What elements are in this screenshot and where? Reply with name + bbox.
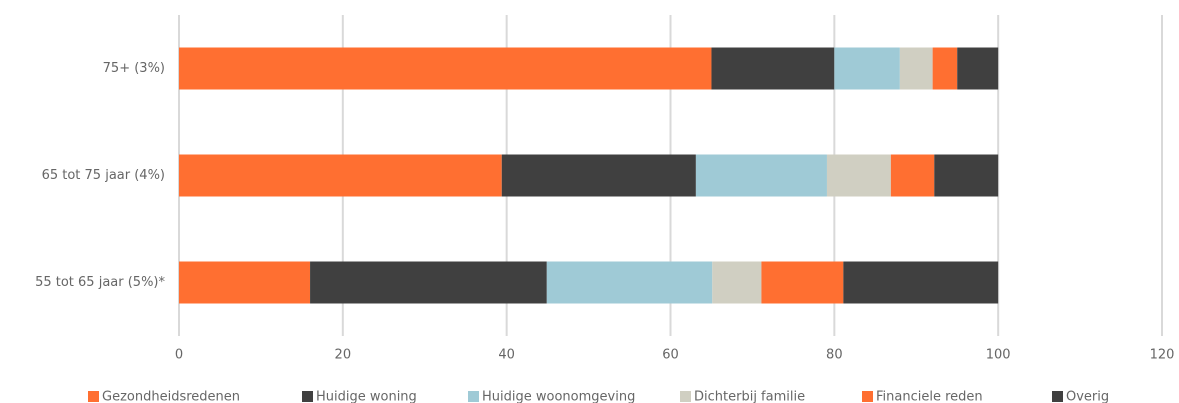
bar-segment [826,154,891,197]
legend-swatch [88,391,99,402]
bar-segment [179,154,502,197]
bar-segment [934,154,999,197]
legend-label: Gezondheidsredenen [102,390,240,403]
bar-segment [310,261,547,304]
bar-segment [179,47,712,90]
legend-label: Dichterbij familie [694,390,805,403]
y-tick-label: 65 tot 75 jaar (4%) [42,168,165,183]
legend-swatch [302,391,313,402]
bar-segment [695,154,827,197]
legend-label: Huidige woning [316,390,417,403]
x-tick-label: 120 [1150,348,1175,363]
x-tick-label: 40 [498,348,515,363]
bar-segment [834,47,900,90]
bar-segment [546,261,713,304]
x-tick-label: 80 [826,348,843,363]
bar-segment [957,47,999,90]
bar-segment [932,47,958,90]
legend-swatch [1052,391,1063,402]
x-tick-label: 20 [335,348,352,363]
bar-segment [761,261,844,304]
x-tick-label: 0 [175,348,183,363]
legend-swatch [680,391,691,402]
bar-segment [501,154,696,197]
bar-segment [890,154,935,197]
legend-label: Huidige woonomgeving [482,390,635,403]
legend-swatch [862,391,873,402]
bar-segment [711,47,835,90]
bar-segment [843,261,999,304]
legend-label: Overig [1066,390,1109,403]
bar-segment [899,47,933,90]
x-tick-label: 100 [986,348,1011,363]
y-tick-label: 55 tot 65 jaar (5%)* [35,275,165,290]
x-tick-label: 60 [662,348,679,363]
legend-label: Financiele reden [876,390,983,403]
bar-segment [179,261,311,304]
legend-swatch [468,391,479,402]
y-tick-label: 75+ (3%) [103,61,165,76]
bar-segment [712,261,762,304]
